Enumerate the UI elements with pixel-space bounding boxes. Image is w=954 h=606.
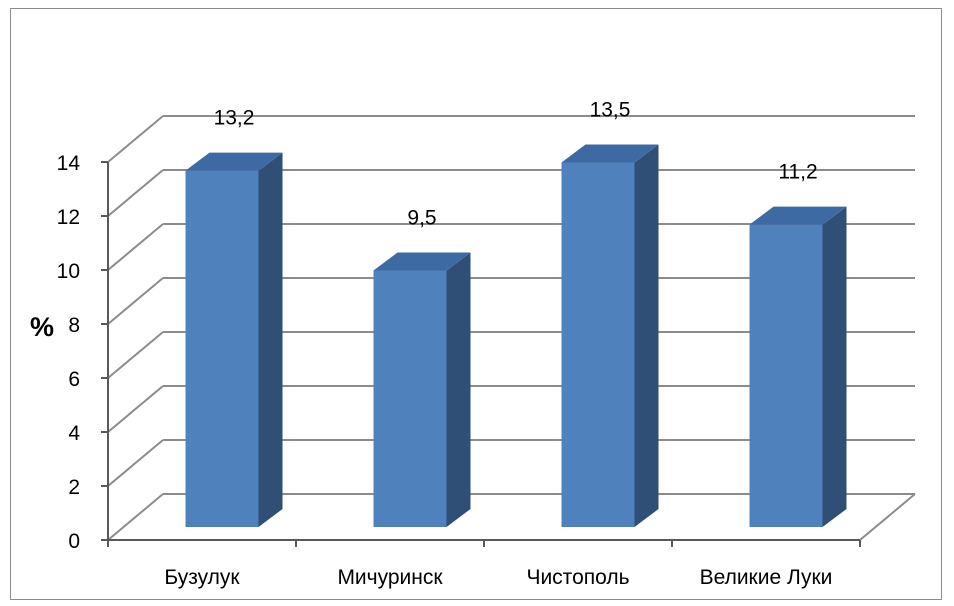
category-label: Бузулук	[164, 566, 240, 589]
data-label: 11,2	[778, 161, 817, 184]
bar	[749, 206, 847, 527]
y-tick-label: 8	[68, 314, 80, 337]
category-label: Чистополь	[526, 566, 629, 589]
bar-side	[446, 252, 471, 527]
labels: 0 2 4 6 8 10 12 14 13,2 Бузулук 9,5 Мичуринск 13,5 Чи…	[57, 99, 833, 590]
y-tick-label: 4	[68, 422, 80, 445]
category-label: Великие Луки	[700, 566, 833, 589]
bar-top	[561, 144, 659, 163]
bar-front	[749, 224, 823, 527]
bar-front	[185, 170, 259, 527]
bar	[373, 252, 471, 527]
bar-side	[634, 144, 659, 527]
data-label: 13,5	[590, 99, 631, 122]
category-label: Мичуринск	[337, 566, 443, 589]
bar-side	[258, 152, 283, 527]
gridline-diagonal	[107, 385, 164, 433]
bar-side	[822, 206, 847, 527]
axes	[101, 161, 861, 547]
bar-top	[373, 252, 471, 271]
y-tick-label: 6	[68, 368, 80, 391]
y-tick-label: 2	[68, 476, 80, 499]
gridline-diagonal	[107, 277, 164, 325]
data-label: 13,2	[214, 107, 255, 130]
y-tick-label: 12	[57, 206, 80, 229]
gridline-diagonal	[107, 223, 164, 271]
bar-top	[749, 206, 847, 225]
data-label: 9,5	[407, 207, 436, 230]
bar-top	[185, 152, 283, 171]
bar-front	[561, 162, 635, 527]
gridline-diagonal	[107, 115, 164, 163]
y-tick-label: 10	[57, 260, 80, 283]
gridline-diagonal	[107, 439, 164, 487]
gridline-diagonal	[107, 493, 164, 541]
y-axis-label: %	[30, 312, 54, 342]
bars	[185, 144, 847, 527]
bar	[561, 144, 659, 527]
gridline-diagonal	[107, 169, 164, 217]
y-tick-label: 0	[68, 530, 80, 553]
floor-right-edge	[859, 493, 916, 541]
y-tick-label: 14	[57, 152, 81, 175]
bar	[185, 152, 283, 527]
gridline-diagonal	[107, 331, 164, 379]
bar-front	[373, 270, 447, 527]
